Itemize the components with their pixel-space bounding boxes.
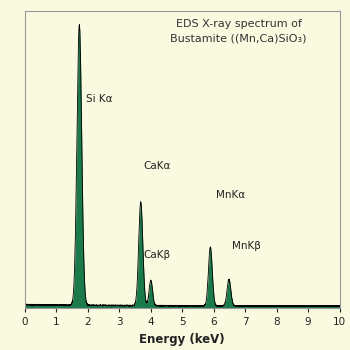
Text: EDS X-ray spectrum of
Bustamite ((Mn,Ca)SiO₃): EDS X-ray spectrum of Bustamite ((Mn,Ca)… [170,19,307,43]
Text: MnKα: MnKα [216,190,245,200]
Text: CaKβ: CaKβ [144,250,171,260]
Text: Si Kα: Si Kα [86,94,112,104]
Text: CaKα: CaKα [144,161,171,170]
Text: MnKβ: MnKβ [232,241,261,251]
X-axis label: Energy (keV): Energy (keV) [139,332,225,345]
